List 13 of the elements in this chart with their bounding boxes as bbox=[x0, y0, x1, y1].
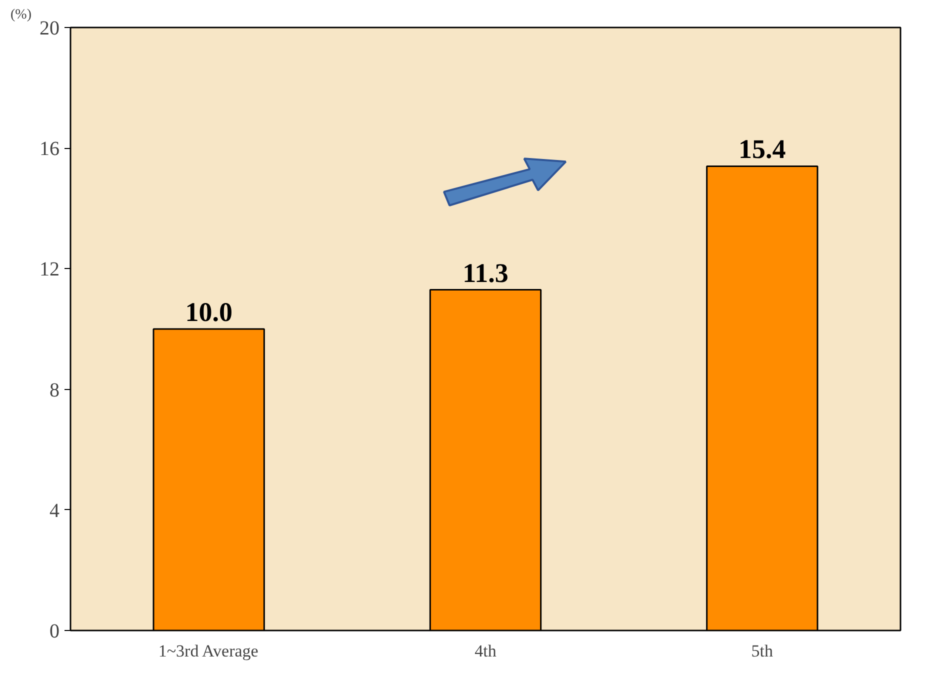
x-tick-label: 1~3rd Average bbox=[158, 642, 258, 660]
data-label: 10.0 bbox=[185, 297, 232, 327]
y-tick-label: 16 bbox=[40, 138, 60, 160]
data-label: 15.4 bbox=[738, 134, 786, 164]
y-tick-label: 12 bbox=[40, 258, 60, 281]
y-axis-title: (%) bbox=[10, 8, 32, 22]
data-label: 11.3 bbox=[462, 258, 508, 288]
y-tick-label: 8 bbox=[50, 379, 60, 402]
x-tick-label: 4th bbox=[474, 642, 497, 660]
y-tick-label: 20 bbox=[40, 18, 60, 40]
y-tick-label: 4 bbox=[50, 500, 60, 522]
x-tick-label: 5th bbox=[751, 642, 774, 660]
y-tick-label: 0 bbox=[50, 620, 60, 642]
